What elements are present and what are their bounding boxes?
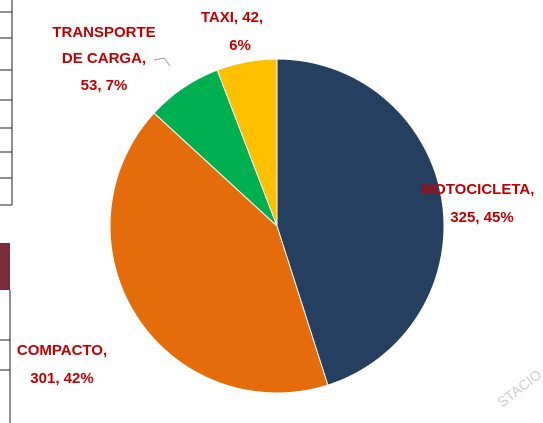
pie-slice — [216, 58, 278, 227]
data-label: 53, 7% — [81, 77, 128, 94]
data-label: 6% — [229, 37, 251, 54]
leader-line — [153, 57, 171, 67]
pie-slice — [276, 58, 445, 386]
data-label: TAXI, 42, — [201, 9, 263, 26]
data-label: 301, 42% — [30, 370, 93, 387]
background-table — [0, 0, 13, 423]
data-label: DE CARGA, — [62, 50, 146, 67]
data-label: MOTOCICLETA, — [422, 181, 535, 198]
pie-slice — [109, 112, 329, 394]
data-label: 325, 45% — [450, 209, 513, 226]
watermark: STACIO — [494, 366, 543, 410]
data-label: TRANSPORTE — [52, 24, 155, 41]
data-label: COMPACTO, — [17, 342, 107, 359]
pie — [109, 58, 445, 394]
data-labels: MOTOCICLETA, 325, 45% COMPACTO, 301, 42% TRA… — [17, 9, 535, 387]
